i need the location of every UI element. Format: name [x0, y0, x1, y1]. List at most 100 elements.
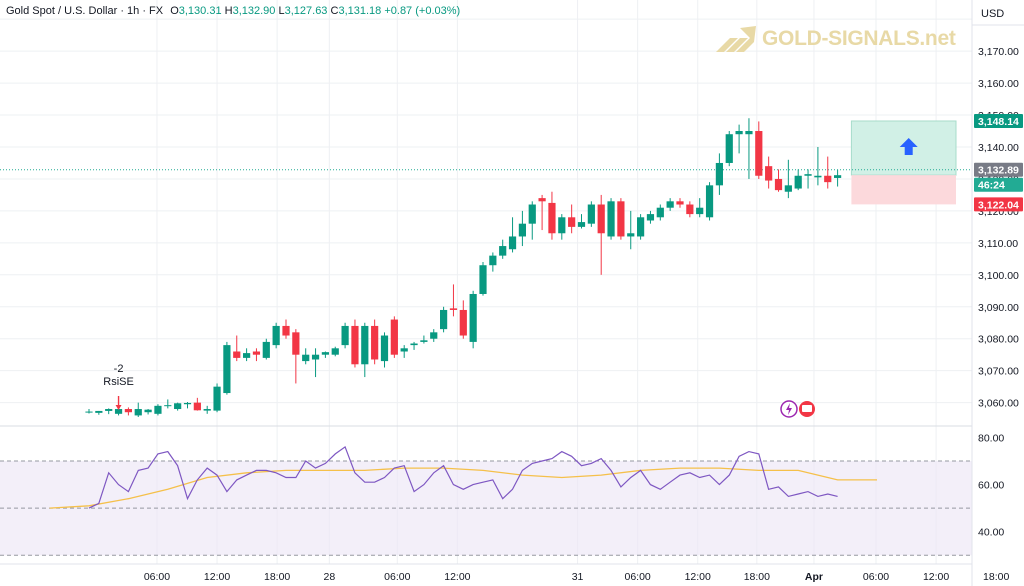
open-label: O: [170, 5, 179, 17]
candle-body: [508, 236, 517, 250]
candle-body: [607, 201, 615, 237]
current-price-label-bg: [974, 162, 1023, 177]
candle-body: [656, 207, 664, 218]
high-value: 3,132.90: [232, 5, 276, 17]
candle-body: [696, 207, 704, 215]
close-label: C: [330, 5, 339, 17]
target-zone: [850, 120, 957, 176]
candle-body: [223, 345, 231, 394]
candle-body: [449, 308, 458, 310]
candle-body: [440, 309, 448, 330]
target-price-label: 3,148.14: [978, 116, 1019, 128]
candle-body: [400, 348, 408, 352]
time-tick-label: 12:00: [204, 571, 230, 583]
candle-body: [183, 402, 192, 405]
time-axis[interactable]: 06:00 12:00 18:00 28 06:00 12:00 31 06:00 12:00 1…: [0, 563, 1024, 583]
candle-body: [676, 201, 684, 205]
candle-body: [666, 201, 674, 208]
time-tick-label: 18:00: [983, 571, 1009, 583]
candle-body: [824, 175, 832, 183]
candle-body: [834, 175, 842, 178]
time-tick-label: 06:00: [625, 571, 651, 583]
price-tick-label: 3,100.00: [978, 270, 1019, 282]
candle-body: [705, 185, 714, 218]
rsi-tick-label: 40.00: [978, 527, 1004, 539]
candle-body: [538, 198, 546, 202]
price-tick-label: 3,080.00: [978, 334, 1019, 346]
candle-body: [371, 325, 379, 360]
price-tick-label: 3,060.00: [978, 398, 1019, 410]
candle-body: [755, 131, 763, 176]
candle-body: [646, 214, 655, 221]
candle-body: [745, 131, 753, 135]
candle-body: [390, 319, 398, 355]
time-tick-label: 06:00: [384, 571, 410, 583]
close-value: 3,131.18: [338, 5, 382, 17]
candle-body: [765, 166, 773, 181]
candle-body: [784, 185, 792, 192]
candle-body: [85, 411, 93, 413]
candle-body: [174, 403, 182, 410]
candle-body: [637, 217, 645, 237]
candle-body: [774, 178, 783, 191]
candle-body: [518, 223, 526, 237]
price-axis[interactable]: USD 3,060.00 3,070.00 3,080.00 3,090.00 3,100…: [971, 0, 1024, 586]
candle-body: [302, 354, 310, 362]
stripes-arrow-icon: [716, 26, 756, 52]
time-tick-label: 31: [572, 571, 584, 583]
watermark-text: GOLD-SIGNALS.net: [762, 27, 956, 50]
candle-body: [213, 386, 221, 411]
stop-zone: [851, 175, 956, 205]
time-tick-label: 06:00: [863, 571, 889, 583]
candle-body: [193, 402, 201, 411]
candle-body: [715, 162, 723, 186]
current-price-label: 3,132.89: [978, 165, 1019, 177]
candle-body: [686, 204, 694, 215]
price-tick-label: 3,110.00: [978, 238, 1018, 250]
price-tick-label: 3,140.00: [978, 142, 1019, 154]
status-icons[interactable]: [780, 400, 815, 418]
candle-body: [105, 409, 113, 411]
time-tick-label: 12:00: [685, 571, 711, 583]
candle-body: [410, 343, 418, 346]
candle-body: [558, 217, 566, 234]
open-value: 3,130.31: [178, 5, 222, 17]
candle-body: [499, 246, 507, 256]
candle-body: [479, 265, 487, 294]
candles: [85, 118, 842, 418]
candle-body: [587, 204, 595, 224]
signal-label: RsiSE: [103, 376, 134, 388]
rsi-ma-line: [49, 467, 877, 509]
candle-body: [469, 293, 477, 342]
candle-body: [528, 204, 536, 224]
candle-body: [164, 405, 172, 407]
candle-body: [144, 409, 152, 413]
stop-price-label-bg: [974, 197, 1023, 212]
rsi-tick-label: 60.00: [978, 480, 1004, 492]
price-tick-label: 3,160.00: [978, 78, 1019, 90]
currency-label: USD: [981, 8, 1004, 20]
lightning-bolt-icon: [786, 403, 792, 415]
candle-body: [252, 351, 261, 355]
up-arrow-icon: [899, 137, 918, 155]
candle-body: [134, 409, 142, 416]
signal-value: -2: [114, 363, 124, 375]
candle-body: [321, 352, 329, 355]
watermark-logo: GOLD-SIGNALS.net: [714, 24, 956, 54]
down-arrow-icon: [115, 405, 122, 410]
candle-body: [725, 134, 733, 163]
countdown-label-bg: [974, 177, 1023, 192]
candle-body: [814, 175, 822, 178]
time-tick-label: 18:00: [264, 571, 290, 583]
candle-body: [262, 341, 270, 358]
low-value: 3,127.63: [284, 5, 328, 17]
long-position-tool[interactable]: [0, 120, 972, 205]
price-axis-bg: [972, 0, 1024, 586]
candle-body: [804, 174, 812, 176]
candle-body: [617, 201, 625, 237]
rsi-pane: [0, 445, 972, 556]
target-price-label-bg: [974, 113, 1023, 128]
time-tick-label: 18:00: [744, 571, 770, 583]
